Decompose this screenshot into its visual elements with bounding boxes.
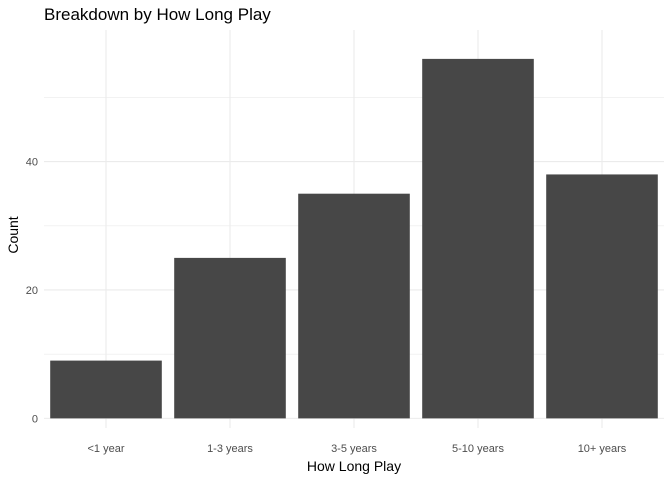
y-tick-labels: 0 20 40 — [26, 157, 38, 426]
x-axis-title: How Long Play — [307, 458, 401, 474]
y-tick-label: 20 — [26, 285, 38, 297]
x-tick-label: 1-3 years — [207, 443, 253, 455]
x-tick-label: <1 year — [88, 443, 125, 455]
y-tick-label: 0 — [32, 413, 38, 425]
y-axis-title: Count — [5, 216, 21, 253]
x-tick-label: 3-5 years — [331, 443, 377, 455]
x-tick-label: 5-10 years — [452, 443, 504, 455]
bars — [50, 58, 658, 419]
bar — [50, 360, 162, 419]
bar — [174, 257, 286, 419]
bar — [298, 193, 410, 419]
y-tick-label: 40 — [26, 157, 38, 169]
bar — [546, 174, 658, 419]
x-tick-labels: <1 year 1-3 years 3-5 years 5-10 years 10+ y… — [88, 443, 627, 455]
chart-title: Breakdown by How Long Play — [44, 5, 271, 24]
x-tick-label: 10+ years — [578, 443, 627, 455]
bar — [422, 58, 534, 419]
